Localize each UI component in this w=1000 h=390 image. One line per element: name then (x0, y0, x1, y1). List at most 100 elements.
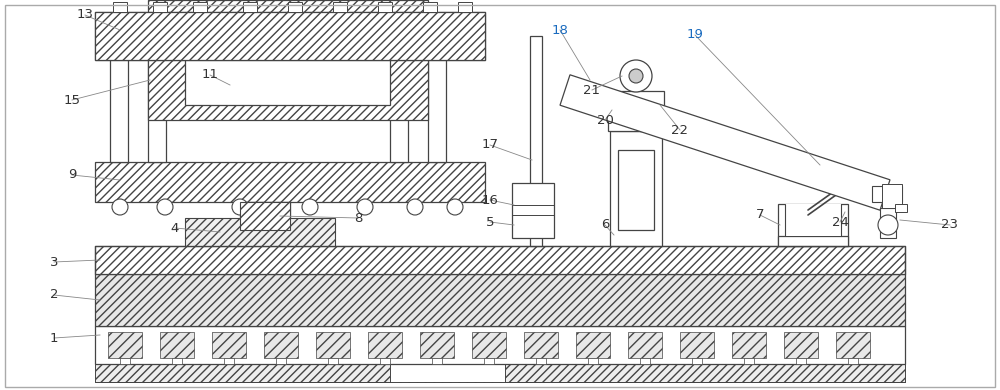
Circle shape (157, 199, 173, 215)
Bar (628, 332, 662, 358)
Bar (95, 364, 905, 382)
Bar (524, 332, 558, 358)
Bar (880, 208, 896, 238)
Bar (576, 332, 610, 358)
Bar (744, 358, 754, 364)
Bar (333, 2, 347, 12)
Bar (240, 202, 290, 230)
Bar (530, 36, 542, 246)
Bar (368, 332, 402, 358)
Circle shape (620, 60, 652, 92)
Text: 9: 9 (68, 168, 76, 181)
Bar (618, 150, 654, 230)
Bar (378, 2, 392, 12)
Bar (640, 358, 650, 364)
Text: 3: 3 (50, 255, 58, 268)
Text: 13: 13 (76, 9, 94, 21)
Bar (428, 17, 446, 162)
Bar (95, 12, 485, 60)
Text: 24: 24 (832, 216, 848, 229)
Bar (148, 17, 166, 162)
Bar (288, 2, 302, 12)
Bar (95, 326, 905, 364)
Text: 20: 20 (597, 113, 613, 126)
Bar (160, 332, 194, 358)
Bar (732, 332, 766, 358)
Text: 7: 7 (756, 209, 764, 222)
Bar (316, 332, 350, 358)
Bar (692, 358, 702, 364)
Circle shape (629, 69, 643, 83)
Bar (588, 358, 598, 364)
Circle shape (447, 199, 463, 215)
Bar (95, 162, 485, 202)
Bar (778, 236, 848, 246)
Text: 23: 23 (942, 218, 958, 232)
Bar (423, 2, 437, 12)
Bar (420, 332, 454, 358)
Text: 15: 15 (64, 94, 80, 106)
Bar (224, 358, 234, 364)
Bar (95, 12, 485, 60)
Bar (458, 2, 472, 12)
Bar (172, 358, 182, 364)
Bar (484, 358, 494, 364)
Polygon shape (560, 75, 890, 210)
Bar (380, 358, 390, 364)
Bar (185, 218, 335, 246)
Circle shape (232, 199, 248, 215)
Bar (95, 274, 905, 326)
Bar (243, 2, 257, 12)
Bar (108, 332, 142, 358)
Circle shape (878, 215, 898, 235)
Bar (608, 91, 664, 131)
Text: 11: 11 (202, 69, 218, 82)
Bar (680, 332, 714, 358)
Bar (110, 17, 128, 162)
Text: 1: 1 (50, 332, 58, 344)
Bar (240, 202, 290, 230)
Bar (796, 358, 806, 364)
Bar (153, 2, 167, 12)
Text: 8: 8 (354, 211, 362, 225)
Text: 6: 6 (601, 218, 609, 232)
Bar (472, 332, 506, 358)
Circle shape (112, 199, 128, 215)
Bar (390, 17, 408, 162)
Text: 2: 2 (50, 289, 58, 301)
Bar (212, 332, 246, 358)
Text: 19: 19 (687, 28, 703, 41)
Bar (512, 183, 554, 238)
Bar (120, 358, 130, 364)
Bar (328, 358, 338, 364)
Bar (536, 358, 546, 364)
Text: 21: 21 (584, 83, 600, 96)
Text: 22: 22 (672, 124, 688, 136)
Circle shape (407, 199, 423, 215)
Circle shape (357, 199, 373, 215)
Bar (276, 358, 286, 364)
Bar (610, 131, 662, 246)
Text: 16: 16 (482, 193, 498, 206)
Text: 17: 17 (482, 138, 498, 151)
Bar (193, 2, 207, 12)
Bar (148, 0, 428, 120)
Bar (848, 358, 858, 364)
Text: 5: 5 (486, 216, 494, 229)
Bar (113, 2, 127, 12)
Bar (185, 15, 390, 105)
Bar (895, 204, 907, 212)
Bar (95, 246, 905, 274)
Bar (882, 184, 902, 208)
Text: 4: 4 (171, 222, 179, 234)
Bar (784, 332, 818, 358)
Bar (836, 332, 870, 358)
Bar (778, 204, 848, 246)
Bar (872, 186, 902, 202)
Bar (432, 358, 442, 364)
Text: 18: 18 (552, 23, 568, 37)
Bar (884, 196, 892, 208)
Bar (264, 332, 298, 358)
Bar (390, 364, 505, 382)
Bar (785, 204, 841, 236)
